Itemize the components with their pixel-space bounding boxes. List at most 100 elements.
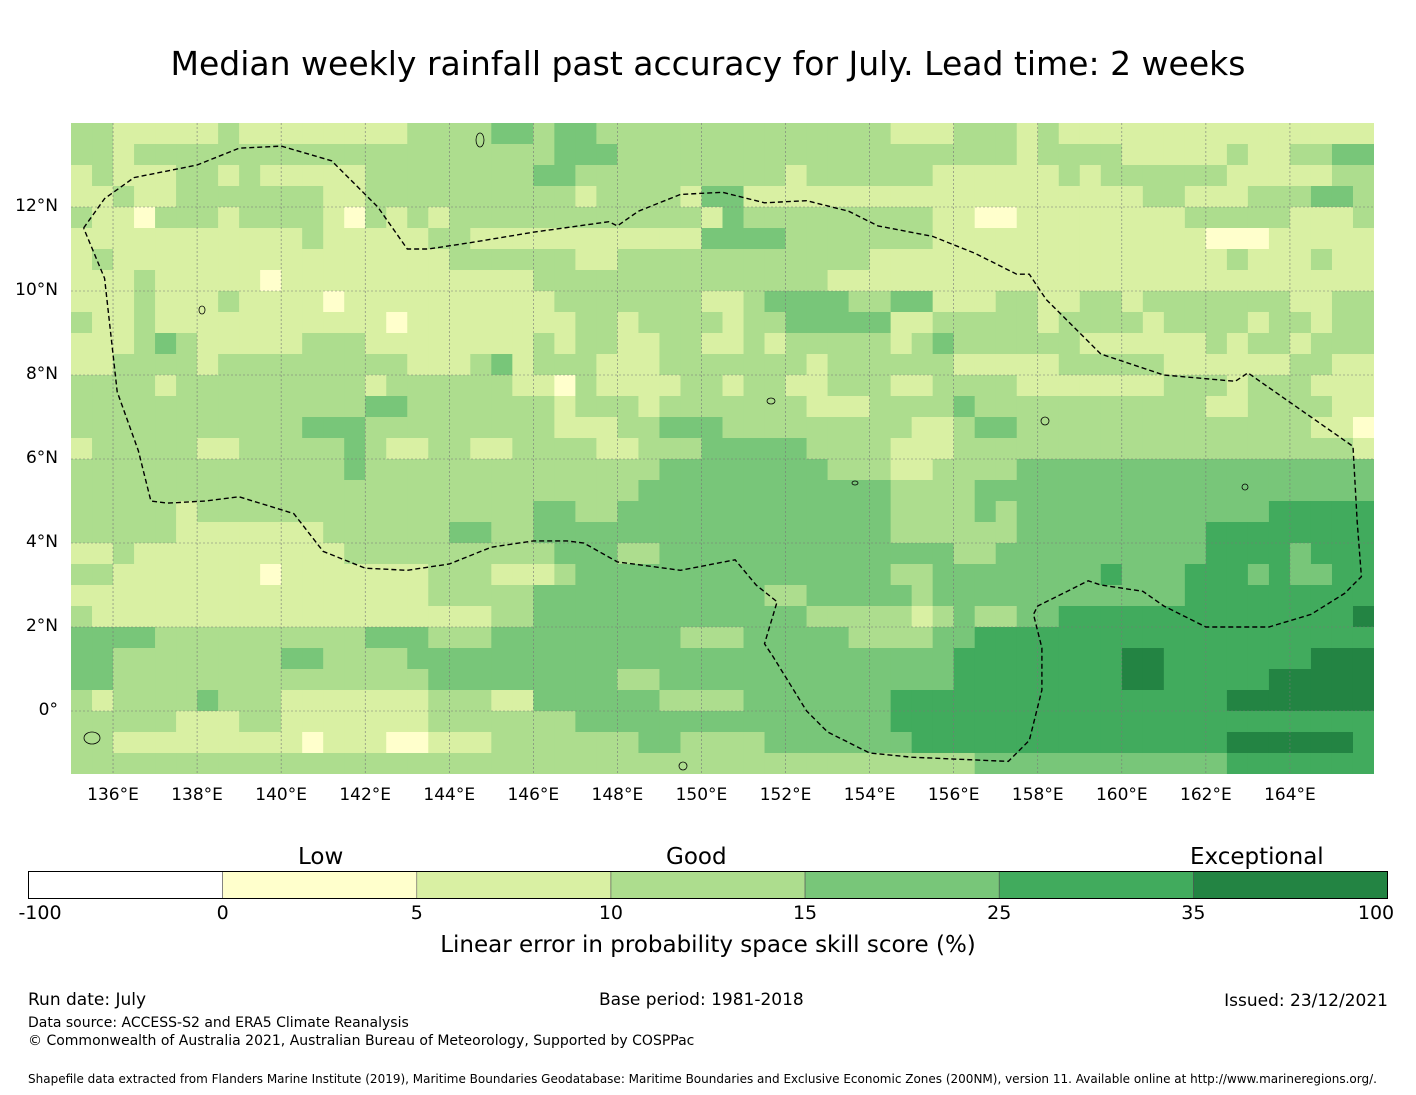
grid-cell (155, 333, 177, 355)
grid-cell (344, 564, 366, 586)
grid-cell (281, 291, 303, 313)
grid-cell (470, 669, 492, 691)
grid-cell (533, 165, 555, 187)
grid-cell (449, 354, 471, 376)
grid-cell (365, 564, 387, 586)
grid-cell (1247, 648, 1270, 670)
grid-cell (449, 165, 471, 187)
grid-cell (827, 627, 850, 649)
grid-cell (239, 585, 261, 607)
grid-cell (1268, 249, 1291, 271)
grid-cell (827, 585, 850, 607)
grid-cell (680, 144, 703, 166)
grid-cell (806, 669, 829, 691)
grid-cell (554, 270, 576, 292)
grid-cell (617, 396, 640, 418)
grid-cell (1079, 690, 1102, 712)
grid-cell (449, 648, 471, 670)
grid-cell (428, 543, 450, 565)
grid-cell (848, 648, 871, 670)
grid-cell (596, 606, 619, 628)
grid-cell (1352, 228, 1374, 250)
grid-cell (512, 585, 534, 607)
grid-cell (533, 627, 555, 649)
grid-cell (197, 354, 219, 376)
grid-cell (722, 522, 745, 544)
grid-cell (491, 501, 513, 523)
grid-cell (638, 438, 661, 460)
grid-cell (1163, 606, 1186, 628)
grid-cell (827, 732, 850, 754)
grid-cell (953, 690, 976, 712)
grid-cell (638, 480, 661, 502)
grid-cell (806, 501, 829, 523)
grid-cell (995, 333, 1018, 355)
grid-cell (134, 585, 156, 607)
grid-cell (281, 270, 303, 292)
grid-cell (533, 144, 555, 166)
grid-cell (554, 207, 576, 229)
grid-cell (617, 186, 640, 208)
grid-cell (113, 627, 135, 649)
grid-cell (932, 207, 955, 229)
grid-cell (302, 711, 324, 733)
grid-cell (155, 375, 177, 397)
latitude-tick-label: 8°N (25, 364, 58, 384)
grid-cell (1121, 480, 1144, 502)
grid-cell (764, 165, 787, 187)
grid-cell (806, 585, 829, 607)
grid-cell (113, 564, 135, 586)
grid-cell (281, 606, 303, 628)
grid-cell (1352, 165, 1374, 187)
grid-cell (1310, 333, 1333, 355)
grid-cell (1331, 648, 1354, 670)
grid-cell (407, 648, 429, 670)
grid-cell (197, 753, 219, 774)
grid-cell (260, 165, 282, 187)
grid-cell (1226, 123, 1249, 145)
grid-cell (260, 711, 282, 733)
grid-cell (1100, 270, 1123, 292)
grid-cell (1142, 480, 1165, 502)
grid-cell (218, 186, 240, 208)
grid-cell (71, 669, 93, 691)
grid-cell (911, 438, 934, 460)
grid-cell (785, 186, 808, 208)
grid-cell (1058, 207, 1081, 229)
grid-cell (470, 417, 492, 439)
grid-cell (113, 753, 135, 774)
grid-cell (176, 228, 198, 250)
grid-cell (890, 690, 913, 712)
grid-cell (386, 417, 408, 439)
grid-cell (680, 438, 703, 460)
grid-cell (953, 291, 976, 313)
grid-cell (1247, 354, 1270, 376)
grid-cell (449, 543, 471, 565)
grid-cell (1184, 753, 1207, 774)
grid-cell (1100, 354, 1123, 376)
grid-cell (176, 207, 198, 229)
grid-cell (407, 459, 429, 481)
grid-cell (1121, 711, 1144, 733)
grid-cell (680, 627, 703, 649)
grid-cell (785, 123, 808, 145)
grid-cell (176, 648, 198, 670)
grid-cell (953, 753, 976, 774)
grid-cell (1121, 396, 1144, 418)
grid-cell (806, 375, 829, 397)
grid-cell (512, 417, 534, 439)
grid-cell (1079, 669, 1102, 691)
grid-cell (806, 732, 829, 754)
grid-cell (281, 459, 303, 481)
grid-cell (953, 186, 976, 208)
grid-cell (134, 501, 156, 523)
grid-cell (428, 417, 450, 439)
grid-cell (743, 123, 766, 145)
grid-cell (701, 375, 724, 397)
grid-cell (71, 165, 93, 187)
grid-cell (701, 459, 724, 481)
grid-cell (1205, 438, 1228, 460)
grid-cell (1205, 480, 1228, 502)
grid-cell (512, 606, 534, 628)
grid-cell (365, 627, 387, 649)
